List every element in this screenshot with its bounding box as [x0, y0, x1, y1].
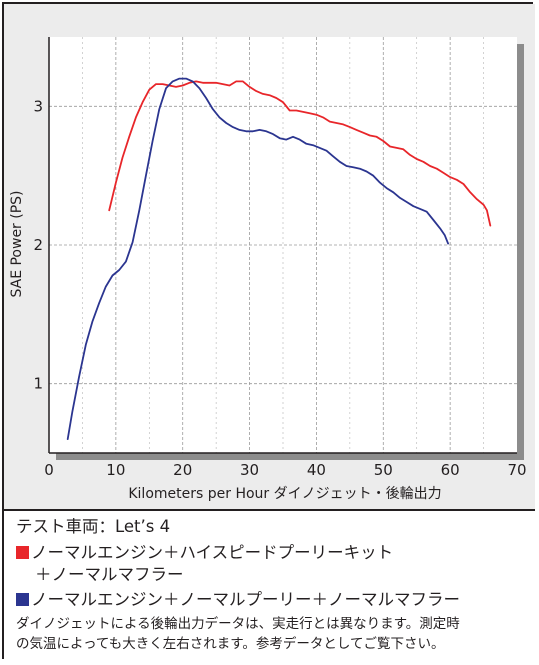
chart-area: 0 10 20 30 40 50 60 70 1 2 3 SAE Power (PS) Kilome…	[4, 4, 535, 509]
x-tick-label: 60	[441, 461, 460, 479]
legend-blue: ノーマルエンジン＋ノーマルプーリー＋ノーマルマフラー	[16, 590, 460, 610]
x-tick-label: 50	[374, 461, 393, 479]
legend-red-label: ノーマルエンジン＋ハイスピードプーリーキット	[31, 543, 394, 562]
legend-red: ノーマルエンジン＋ハイスピードプーリーキット	[16, 543, 393, 563]
legend-blue-label: ノーマルエンジン＋ノーマルプーリー＋ノーマルマフラー	[31, 590, 460, 609]
y-tick-label: 2	[33, 236, 43, 254]
x-tick-label: 10	[106, 461, 125, 479]
info-panel: テスト車両：Let’s 4 ノーマルエンジン＋ハイスピードプーリーキット ＋ノー…	[4, 511, 535, 661]
y-tick-label: 3	[33, 97, 43, 115]
series-layer	[66, 77, 492, 440]
legend-blue-swatch	[16, 593, 29, 606]
power-chart: 0 10 20 30 40 50 60 70 1 2 3 SAE Power (PS) Kilome…	[9, 37, 527, 502]
y-tick-label: 1	[33, 375, 43, 393]
x-axis-label: Kilometers per Hour ダイノジェット・後輪出力	[128, 485, 441, 502]
grid-layer	[49, 37, 517, 453]
legend-red-swatch	[16, 546, 29, 559]
test-vehicle-label: テスト車両：Let’s 4	[16, 517, 171, 536]
x-tick-label: 70	[507, 461, 526, 479]
tick-label-layer: 0 10 20 30 40 50 60 70 1 2 3	[33, 97, 526, 479]
section-divider	[4, 509, 535, 511]
x-tick-label: 0	[44, 461, 54, 479]
series-line-red	[108, 80, 492, 227]
note-line-2: の気温によっても大きく左右されます。参考データとしてご覧下さい。	[16, 636, 445, 652]
x-tick-label: 30	[240, 461, 259, 479]
axes-layer	[48, 37, 517, 454]
series-line-blue	[66, 77, 449, 440]
note-line-1: ダイノジェットによる後輪出力データは、実走行とは異なります。測定時	[16, 616, 460, 632]
chart-frame: 0 10 20 30 40 50 60 70 1 2 3 SAE Power (PS) Kilome…	[2, 2, 535, 661]
x-tick-label: 40	[307, 461, 326, 479]
x-tick-label: 20	[173, 461, 192, 479]
legend-red-label-continued: ＋ノーマルマフラー	[35, 565, 184, 584]
y-axis-label: SAE Power (PS)	[9, 190, 25, 297]
